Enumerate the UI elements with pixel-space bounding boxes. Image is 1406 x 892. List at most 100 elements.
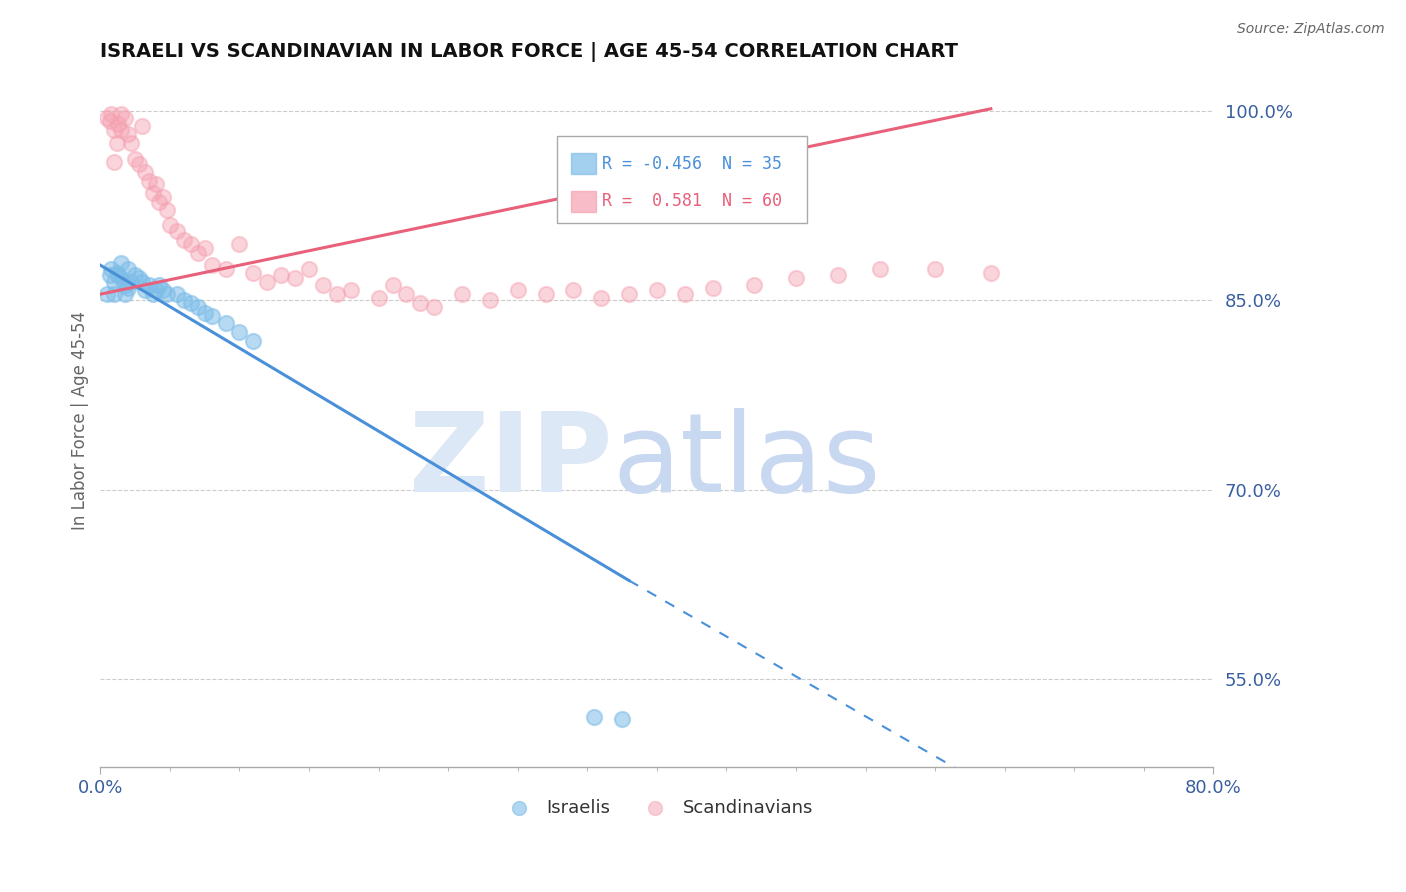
Point xyxy=(187,245,209,260)
Text: ZIP: ZIP xyxy=(409,409,613,516)
Point xyxy=(610,712,633,726)
Point xyxy=(214,316,236,330)
Point xyxy=(131,275,153,289)
Point xyxy=(980,266,1002,280)
Point xyxy=(145,178,167,192)
Point xyxy=(562,284,585,298)
Point xyxy=(187,300,209,314)
Point xyxy=(134,284,156,298)
Point xyxy=(156,287,179,301)
Point xyxy=(194,240,217,254)
Point xyxy=(645,284,668,298)
Point xyxy=(451,287,474,301)
Point xyxy=(194,306,217,320)
Text: atlas: atlas xyxy=(613,409,882,516)
Point xyxy=(534,287,557,301)
Point xyxy=(423,300,446,314)
Point xyxy=(673,287,696,301)
Point xyxy=(96,287,118,301)
Point xyxy=(180,236,202,251)
Bar xyxy=(571,191,596,211)
Point xyxy=(256,275,278,289)
Point xyxy=(201,258,224,272)
Point xyxy=(381,278,404,293)
Point xyxy=(869,262,891,277)
Point xyxy=(506,284,529,298)
Point xyxy=(103,123,125,137)
Point xyxy=(617,287,640,301)
Point xyxy=(105,136,128,150)
Bar xyxy=(571,153,596,174)
Point xyxy=(128,157,150,171)
Point xyxy=(367,291,389,305)
Point xyxy=(298,262,321,277)
Point xyxy=(156,202,179,217)
Point xyxy=(117,262,139,277)
FancyBboxPatch shape xyxy=(557,136,807,223)
Point xyxy=(148,195,170,210)
Point xyxy=(128,270,150,285)
Point xyxy=(591,291,613,305)
Point xyxy=(142,186,165,201)
Point xyxy=(148,278,170,293)
Point xyxy=(180,296,202,310)
Point xyxy=(124,152,146,166)
Point xyxy=(103,275,125,289)
Point xyxy=(98,114,121,128)
Point xyxy=(110,107,132,121)
Point xyxy=(120,136,142,150)
Point xyxy=(107,268,129,283)
Point xyxy=(110,123,132,137)
Point xyxy=(242,266,264,280)
Point xyxy=(103,287,125,301)
Text: R = -0.456  N = 35: R = -0.456 N = 35 xyxy=(602,155,782,173)
Point xyxy=(242,334,264,348)
Point xyxy=(114,278,136,293)
Point xyxy=(326,287,349,301)
Point xyxy=(785,270,807,285)
Point xyxy=(924,262,946,277)
Point xyxy=(152,284,174,298)
Point xyxy=(340,284,363,298)
Point xyxy=(107,117,129,131)
Point xyxy=(742,278,765,293)
Point xyxy=(173,233,195,247)
Point xyxy=(312,278,335,293)
Point xyxy=(284,270,307,285)
Text: Source: ZipAtlas.com: Source: ZipAtlas.com xyxy=(1237,22,1385,37)
Y-axis label: In Labor Force | Age 45-54: In Labor Force | Age 45-54 xyxy=(72,310,89,530)
Text: ISRAELI VS SCANDINAVIAN IN LABOR FORCE | AGE 45-54 CORRELATION CHART: ISRAELI VS SCANDINAVIAN IN LABOR FORCE |… xyxy=(100,42,959,62)
Point xyxy=(114,287,136,301)
Point xyxy=(117,281,139,295)
Point xyxy=(120,275,142,289)
Point xyxy=(100,107,122,121)
Point xyxy=(228,236,250,251)
Point xyxy=(138,278,160,293)
Point xyxy=(114,111,136,125)
Point xyxy=(395,287,418,301)
Point xyxy=(96,111,118,125)
Point xyxy=(166,224,188,238)
Point xyxy=(166,287,188,301)
Point xyxy=(478,293,501,308)
Legend: Israelis, Scandinavians: Israelis, Scandinavians xyxy=(494,792,820,824)
Point xyxy=(110,270,132,285)
Point xyxy=(142,287,165,301)
Point xyxy=(409,296,432,310)
Point xyxy=(583,710,606,724)
Point xyxy=(173,293,195,308)
Point xyxy=(702,281,724,295)
Point xyxy=(117,127,139,141)
Point xyxy=(138,174,160,188)
Point xyxy=(152,190,174,204)
Point xyxy=(103,154,125,169)
Point xyxy=(214,262,236,277)
Point xyxy=(270,268,292,283)
Point xyxy=(134,165,156,179)
Point xyxy=(145,284,167,298)
Point xyxy=(110,255,132,269)
Point xyxy=(201,309,224,323)
Point xyxy=(159,218,181,232)
Point xyxy=(131,120,153,134)
Point xyxy=(228,325,250,339)
